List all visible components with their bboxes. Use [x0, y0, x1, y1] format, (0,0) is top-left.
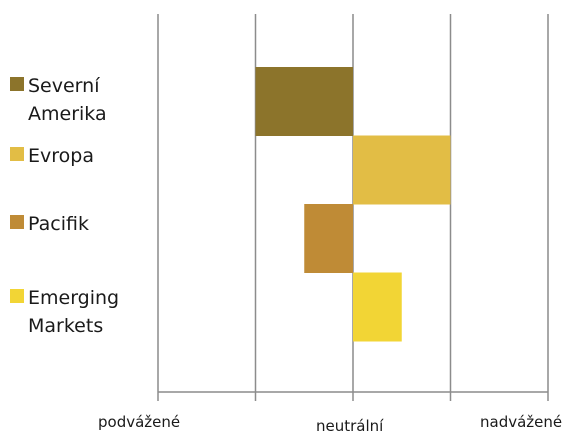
bar-evropa — [353, 135, 451, 205]
x-tick-label-nadvazene: nadvážené — [480, 413, 563, 431]
x-axis — [157, 391, 549, 401]
bar-pacifik — [304, 204, 353, 273]
bar-emerging-markets — [353, 272, 402, 342]
x-tick-label-podvazene: podvážené — [98, 413, 181, 431]
x-tick-label-neutralni: neutrální — [316, 417, 384, 435]
bars — [255, 67, 451, 342]
bar-severní-amerika — [255, 67, 353, 136]
